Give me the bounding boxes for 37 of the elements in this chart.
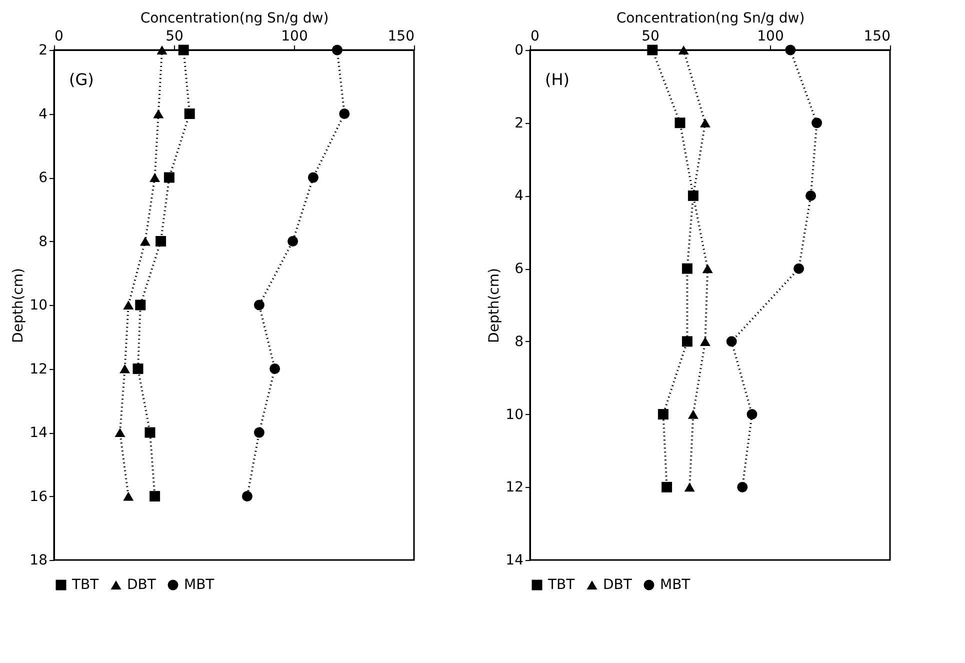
y-tick-label: 6 (514, 261, 524, 278)
y-tick-label: 6 (38, 170, 48, 186)
x-axis-title: Concentration(ng Sn/g dw) (140, 10, 329, 26)
y-tick-label: 18 (30, 552, 48, 568)
y-tick-label: 8 (514, 334, 524, 350)
legend-label: TBT (547, 577, 576, 593)
y-axis-title: Depth(cm) (486, 268, 503, 343)
y-tick-label: 16 (30, 488, 48, 505)
x-tick-label: 50 (166, 28, 184, 44)
y-tick-label: 4 (514, 188, 524, 204)
y-tick-label: 2 (514, 115, 524, 132)
annotation: (G) (69, 70, 94, 89)
y-tick-label: 10 (506, 406, 524, 423)
y-axis-title: Depth(cm) (10, 268, 27, 343)
y-tick-label: 14 (30, 425, 48, 441)
annotation: (H) (545, 70, 570, 89)
y-tick-label: 2 (38, 42, 48, 58)
x-tick-label: 150 (388, 28, 414, 44)
legend-label: MBT (184, 577, 215, 593)
y-tick-label: 10 (30, 298, 48, 314)
y-tick-label: 14 (506, 552, 524, 568)
x-tick-label: 0 (530, 28, 540, 44)
y-tick-label: 12 (30, 361, 48, 378)
legend-label: DBT (127, 577, 156, 593)
x-tick-label: 50 (642, 28, 660, 44)
x-tick-label: 0 (54, 28, 64, 44)
x-tick-label: 100 (757, 28, 784, 44)
legend-label: TBT (71, 577, 100, 593)
x-axis-title: Concentration(ng Sn/g dw) (616, 10, 805, 26)
x-tick-label: 100 (281, 28, 308, 44)
legend-label: MBT (660, 577, 691, 593)
y-tick-label: 0 (514, 42, 524, 58)
legend-label: DBT (603, 577, 632, 593)
y-tick-label: 8 (38, 234, 48, 250)
x-tick-label: 150 (864, 28, 890, 44)
y-tick-label: 12 (506, 480, 524, 496)
y-tick-label: 4 (38, 106, 48, 122)
